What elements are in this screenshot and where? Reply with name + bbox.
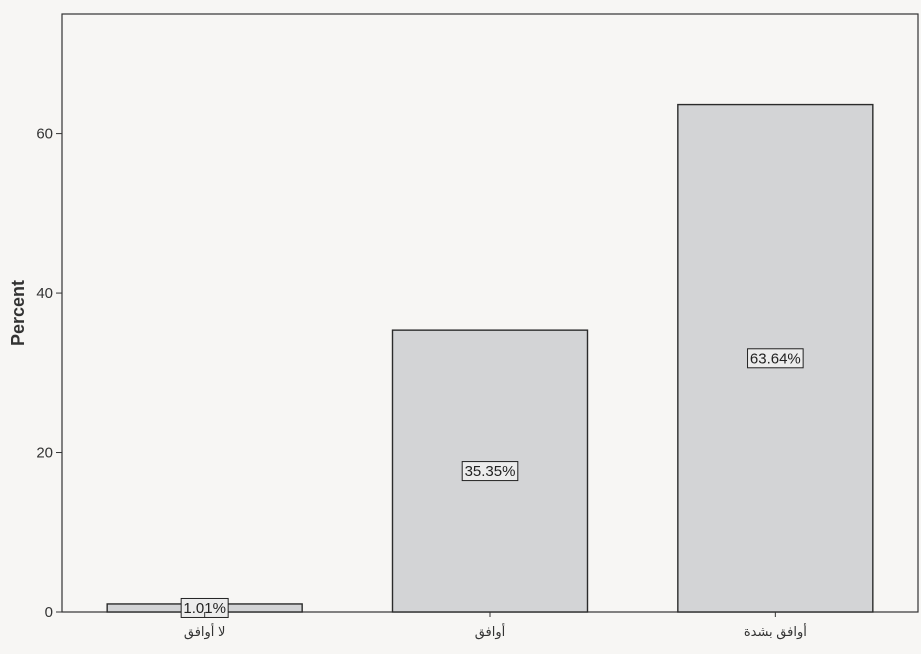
bars: 1.01% 35.35% 63.64% [106, 103, 874, 618]
data-label-box [180, 597, 229, 618]
data-label-box [461, 461, 519, 482]
y-tick-label: 20 [36, 445, 53, 462]
x-category-label: أوافق [475, 623, 506, 640]
y-tick-label: 40 [36, 285, 53, 302]
data-label-box [747, 348, 804, 369]
y-tick-label: 0 [45, 604, 53, 621]
x-axis: لا أوافق أوافق أوافق بشدة [184, 612, 807, 640]
data-label: 1.01% [183, 600, 226, 617]
y-axis: 0 20 40 60 [36, 126, 62, 621]
y-tick-label: 60 [36, 126, 53, 143]
data-label: 35.35% [465, 463, 516, 480]
x-category-label: لا أوافق [184, 623, 226, 640]
x-category-label: أوافق بشدة [744, 623, 807, 640]
data-label: 63.64% [750, 350, 801, 367]
y-axis-title: Percent [8, 280, 28, 346]
